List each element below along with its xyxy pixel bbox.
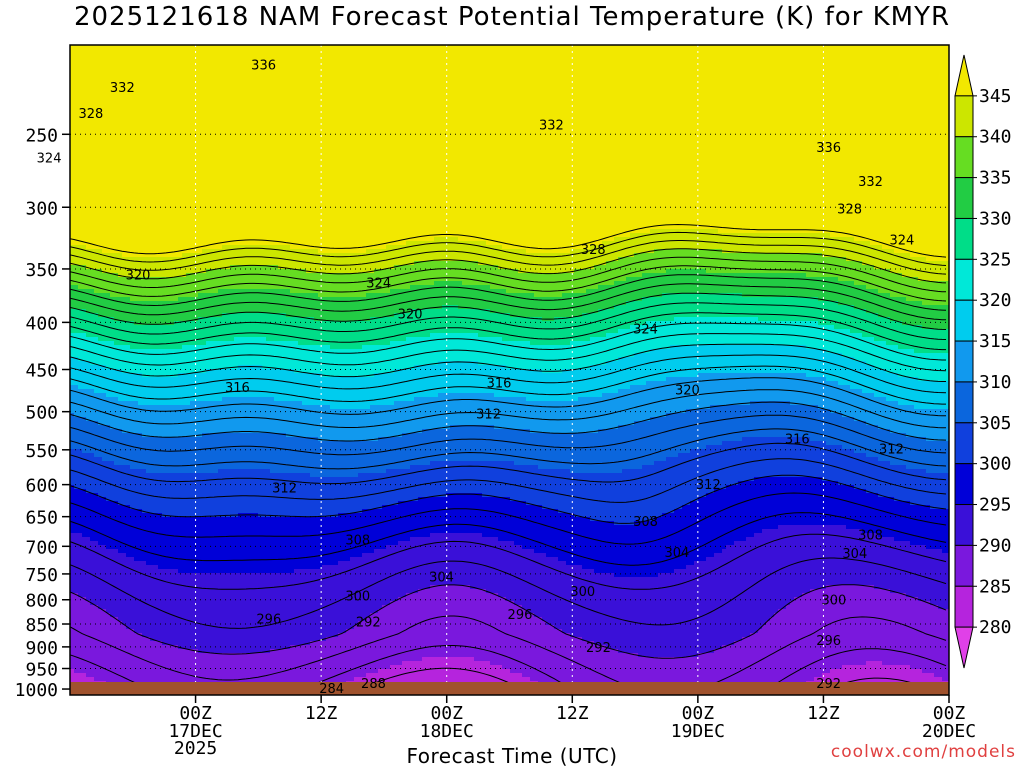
pressure-tick-label-350: 350 bbox=[25, 260, 58, 281]
pressure-tick-label-300: 300 bbox=[25, 198, 58, 219]
contour-label-30: 300 bbox=[821, 594, 846, 609]
contour-label-6: 328 bbox=[581, 243, 606, 258]
pressure-tick-label-400: 400 bbox=[25, 313, 58, 334]
pressure-tick-label-250: 250 bbox=[25, 125, 58, 146]
colorbar-segment-11 bbox=[955, 505, 973, 546]
contour-label-34: 292 bbox=[356, 616, 381, 631]
colorbar-segment-9 bbox=[955, 423, 973, 464]
colorbar-segment-7 bbox=[955, 341, 973, 382]
contour-label-36: 292 bbox=[816, 677, 841, 692]
time-tick-label-5: 12Z bbox=[807, 703, 840, 724]
contour-label-19: 312 bbox=[272, 481, 297, 496]
time-tick-label-3: 12Z bbox=[556, 703, 589, 724]
pressure-tick-label-800: 800 bbox=[25, 591, 58, 612]
colorbar-label-340: 340 bbox=[979, 127, 1012, 148]
contour-label-35: 292 bbox=[586, 641, 611, 656]
contour-label-12: 320 bbox=[126, 269, 151, 284]
colorbar-label-335: 335 bbox=[979, 168, 1012, 189]
colorbar-segment-3 bbox=[955, 178, 973, 219]
colorbar-label-320: 320 bbox=[979, 290, 1012, 311]
pressure-tick-label-950: 950 bbox=[25, 660, 58, 681]
contour-label-9: 324 bbox=[366, 276, 391, 291]
colorbar: 345 340 335 330 325 320 315 310 305 300 295 290 285 2… bbox=[955, 55, 1012, 668]
colorbar-label-285: 285 bbox=[979, 576, 1012, 597]
colorbar-segment-1 bbox=[955, 96, 973, 137]
pressure-tick-label-450: 450 bbox=[25, 361, 58, 382]
contour-label-3: 336 bbox=[816, 141, 841, 156]
colorbar-label-310: 310 bbox=[979, 372, 1012, 393]
pressure-tick-label-850: 850 bbox=[25, 615, 58, 636]
colorbar-label-295: 295 bbox=[979, 495, 1012, 516]
colorbar-segment-2 bbox=[955, 137, 973, 178]
colorbar-segment-13 bbox=[955, 586, 973, 627]
contour-label-29: 300 bbox=[570, 585, 595, 600]
colorbar-label-345: 345 bbox=[979, 86, 1012, 107]
colorbar-segment-5 bbox=[955, 259, 973, 300]
colorbar-segment-8 bbox=[955, 382, 973, 423]
contour-label-27: 304 bbox=[842, 547, 867, 562]
contour-label-33: 296 bbox=[816, 634, 841, 649]
pressure-tick-label-750: 750 bbox=[25, 565, 58, 586]
credit-text: coolwx.com/models bbox=[831, 742, 1016, 762]
contour-label-2: 332 bbox=[539, 119, 564, 134]
contour-label-15: 316 bbox=[225, 381, 250, 396]
pressure-tick-label-900: 900 bbox=[25, 638, 58, 659]
colorbar-label-280: 280 bbox=[979, 617, 1012, 638]
contour-label-25: 304 bbox=[665, 546, 690, 561]
contour-label-20: 312 bbox=[696, 478, 721, 493]
colorbar-cap-bottom bbox=[955, 627, 973, 668]
contour-label-7: 328 bbox=[837, 203, 862, 218]
colorbar-label-300: 300 bbox=[979, 454, 1012, 475]
contour-label-24: 308 bbox=[858, 529, 883, 544]
contour-label-8: 324 bbox=[37, 152, 62, 167]
contour-label-26: 304 bbox=[429, 571, 454, 586]
colorbar-segment-6 bbox=[955, 300, 973, 341]
colorbar-label-305: 305 bbox=[979, 413, 1012, 434]
contour-label-23: 308 bbox=[633, 515, 658, 530]
time-tick-date-6: 20DEC bbox=[922, 721, 976, 742]
pressure-tick-label-700: 700 bbox=[25, 537, 58, 558]
colorbar-segment-4 bbox=[955, 218, 973, 259]
colorbar-label-290: 290 bbox=[979, 535, 1012, 556]
time-tick-date-2: 18DEC bbox=[420, 721, 474, 742]
contour-label-16: 316 bbox=[487, 377, 512, 392]
colorbar-cap-top bbox=[955, 55, 973, 96]
contour-label-10: 324 bbox=[633, 322, 658, 337]
colorbar-label-325: 325 bbox=[979, 249, 1012, 270]
contour-label-13: 320 bbox=[398, 307, 423, 322]
contour-label-0: 336 bbox=[251, 59, 276, 74]
time-tick-label-1: 12Z bbox=[305, 703, 338, 724]
colorbar-segment-10 bbox=[955, 464, 973, 505]
contour-label-18: 312 bbox=[476, 407, 501, 422]
contour-label-32: 296 bbox=[508, 608, 533, 623]
contour-label-31: 296 bbox=[256, 612, 281, 627]
pressure-tick-label-600: 600 bbox=[25, 476, 58, 497]
contour-label-11: 324 bbox=[889, 233, 914, 248]
contour-label-21: 312 bbox=[879, 442, 904, 457]
contour-label-22: 308 bbox=[345, 533, 370, 548]
contour-label-17: 316 bbox=[785, 433, 810, 448]
contour-label-4: 332 bbox=[858, 175, 883, 190]
time-tick-date-4: 19DEC bbox=[671, 721, 725, 742]
contour-label-37: 288 bbox=[361, 677, 386, 692]
contour-label-1: 332 bbox=[110, 81, 135, 96]
pressure-tick-label-500: 500 bbox=[25, 403, 58, 424]
pressure-tick-label-1000: 1000 bbox=[15, 680, 58, 701]
contour-label-5: 328 bbox=[79, 107, 104, 122]
pressure-tick-label-550: 550 bbox=[25, 441, 58, 462]
contour-label-28: 300 bbox=[345, 590, 370, 605]
colorbar-segment-12 bbox=[955, 545, 973, 586]
contour-label-14: 320 bbox=[675, 383, 700, 398]
pressure-tick-label-650: 650 bbox=[25, 508, 58, 529]
colorbar-label-315: 315 bbox=[979, 331, 1012, 352]
pressure-axis: 2503003504004505005506006507007508008509… bbox=[15, 125, 70, 701]
colorbar-label-330: 330 bbox=[979, 208, 1012, 229]
